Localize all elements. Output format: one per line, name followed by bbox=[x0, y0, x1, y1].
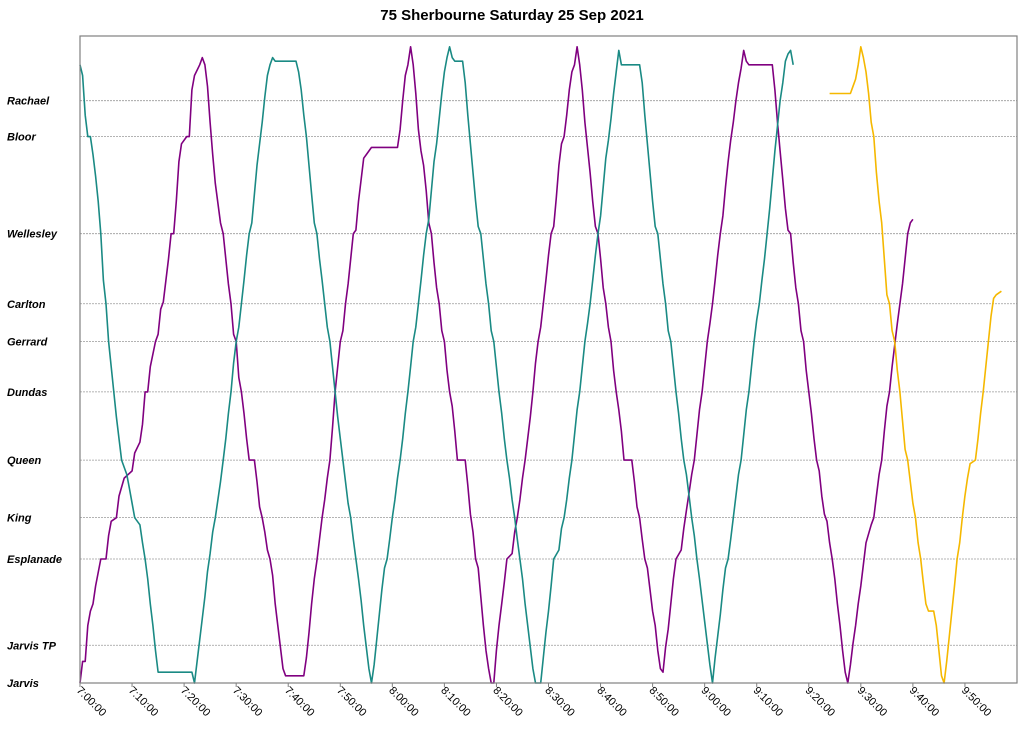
x-tick-label: 9:00:00 bbox=[699, 685, 733, 719]
stop-label-jarvis-tp: Jarvis TP bbox=[7, 640, 57, 652]
stop-label-carlton: Carlton bbox=[7, 299, 46, 311]
stop-labels: Rachael Bloor Wellesley Carlton Gerrard Dunda… bbox=[7, 96, 62, 690]
stop-label-bloor: Bloor bbox=[7, 132, 36, 144]
x-tick-label: 8:00:00 bbox=[386, 685, 420, 719]
stop-label-king: King bbox=[7, 513, 32, 525]
x-tick-label: 8:10:00 bbox=[438, 685, 472, 719]
x-tick-label: 7:40:00 bbox=[282, 685, 316, 719]
bus-trip-line-3 bbox=[829, 46, 1002, 684]
x-tick-label: 9:20:00 bbox=[803, 685, 837, 719]
x-tick-label: 9:50:00 bbox=[959, 685, 993, 719]
x-tick-label: 7:20:00 bbox=[178, 685, 212, 719]
x-tick-label: 7:10:00 bbox=[126, 685, 160, 719]
x-tick-label: 8:30:00 bbox=[542, 685, 576, 719]
x-tick-label: 9:30:00 bbox=[855, 685, 889, 719]
x-tick-label: 9:40:00 bbox=[907, 685, 941, 719]
x-tick-label: 8:20:00 bbox=[490, 685, 524, 719]
stop-label-wellesley: Wellesley bbox=[7, 229, 58, 241]
x-tick-label: 7:30:00 bbox=[230, 685, 264, 719]
stop-label-rachael: Rachael bbox=[7, 96, 50, 108]
stop-label-dundas: Dundas bbox=[7, 387, 47, 399]
x-tick-label: 7:50:00 bbox=[334, 685, 368, 719]
stop-label-gerrard: Gerrard bbox=[7, 337, 48, 349]
chart-title: 75 Sherbourne Saturday 25 Sep 2021 bbox=[380, 7, 643, 24]
stop-label-jarvis: Jarvis bbox=[7, 678, 39, 690]
x-tick-label: 7:00:00 bbox=[74, 685, 108, 719]
x-tick-label: 8:40:00 bbox=[594, 685, 628, 719]
bus-trip-line-1 bbox=[79, 46, 914, 684]
stop-gridlines bbox=[80, 100, 1017, 684]
bus-trip-line-2 bbox=[79, 46, 794, 684]
x-tick-label: 8:50:00 bbox=[646, 685, 680, 719]
stop-label-queen: Queen bbox=[7, 455, 42, 467]
x-tick-label: 9:10:00 bbox=[751, 685, 785, 719]
bus-trip-lines bbox=[79, 46, 1002, 684]
stop-label-esplanade: Esplanade bbox=[7, 554, 62, 566]
x-axis-ticks: 7:00:00 7:10:00 7:20:00 7:30:00 7:40:00 7:50:… bbox=[74, 683, 993, 719]
plot-frame bbox=[79, 35, 1018, 684]
